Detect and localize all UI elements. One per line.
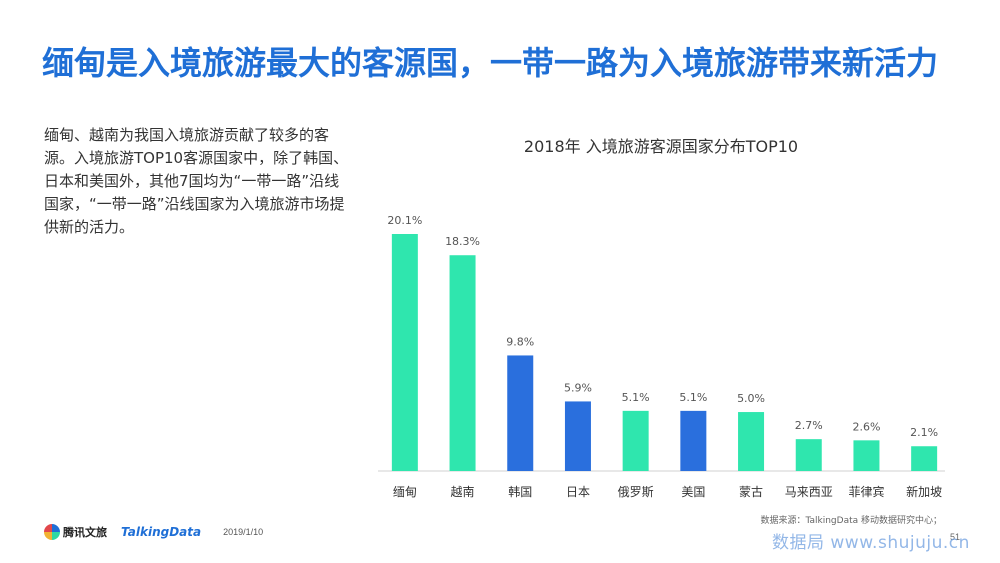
bar-3 — [507, 355, 534, 471]
bar-2 — [449, 255, 476, 471]
category-label: 菲律宾 — [848, 484, 884, 499]
category-label: 俄罗斯 — [618, 485, 654, 499]
category-label: 日本 — [566, 485, 590, 499]
tencent-travel-logo-icon — [44, 524, 60, 540]
category-label: 缅甸 — [393, 485, 417, 499]
talkingdata-logo: TalkingData — [121, 525, 202, 539]
bar-6 — [680, 410, 707, 471]
chart-title: 2018年 入境旅游客源国家分布TOP10 — [523, 137, 799, 156]
bar-value-label: 2.1% — [910, 426, 938, 439]
tencent-travel-logo: 腾讯文旅 — [44, 524, 107, 540]
bar-value-label: 18.3% — [445, 235, 480, 248]
bar-value-label: 2.6% — [852, 420, 880, 433]
page-headline: 缅甸是入境旅游最大的客源国，一带一路为入境旅游带来新活力 — [42, 44, 939, 82]
category-label: 韩国 — [508, 484, 532, 499]
category-label: 越南 — [451, 484, 475, 499]
bar-4 — [564, 401, 591, 471]
bar-5 — [622, 410, 649, 471]
bar-value-label: 5.1% — [622, 391, 650, 404]
bar-10 — [911, 446, 938, 471]
watermark: 数据局 www.shujuju.cn — [772, 533, 970, 553]
bar-value-label: 5.9% — [564, 381, 592, 394]
description-paragraph: 缅甸、越南为我国入境旅游贡献了较多的客源。入境旅游TOP10客源国家中，除了韩国… — [44, 126, 349, 236]
bar-value-label: 5.0% — [737, 392, 765, 405]
footer-date: 2019/1/10 — [223, 527, 264, 537]
category-label: 新加坡 — [906, 484, 942, 499]
bar-7 — [738, 412, 765, 471]
bar-value-label: 5.1% — [679, 391, 707, 404]
page-number: 51 — [949, 532, 960, 542]
category-label: 美国 — [681, 485, 705, 499]
bar-value-label: 9.8% — [506, 335, 534, 348]
category-label: 马来西亚 — [785, 485, 833, 499]
footer-logos: 腾讯文旅 TalkingData 2019/1/10 — [44, 524, 263, 540]
bar-8 — [795, 439, 822, 471]
bar-value-label: 2.7% — [795, 419, 823, 432]
bar-1 — [391, 234, 418, 471]
category-label: 蒙古 — [739, 484, 763, 499]
tencent-travel-logo-text: 腾讯文旅 — [63, 526, 107, 539]
bar-9 — [853, 440, 880, 471]
data-source-note: 数据来源：TalkingData 移动数据研究中心； — [760, 516, 942, 526]
bar-value-label: 20.1% — [387, 214, 422, 227]
